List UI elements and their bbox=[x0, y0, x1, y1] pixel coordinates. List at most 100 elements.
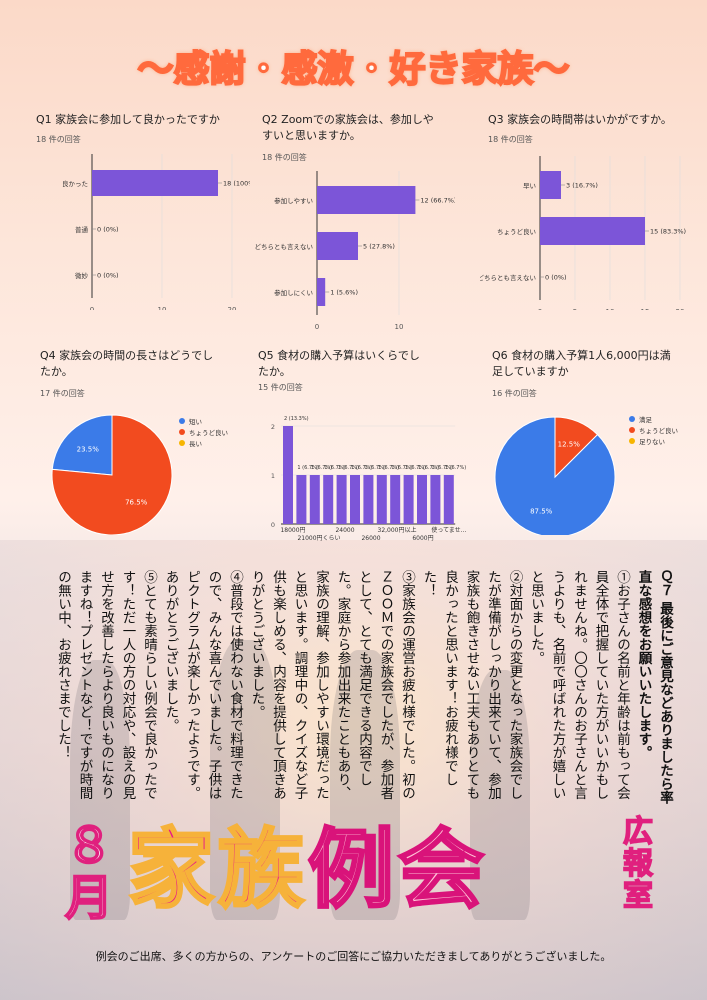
comment-3: ③家族会の運営お疲れ様でした。初のＺＯＯＭでの家族会でしたが、参加者として、とて… bbox=[248, 570, 416, 800]
data-label: 1 (6.7%) bbox=[364, 465, 385, 471]
data-label: 3 (16.7%) bbox=[566, 182, 598, 190]
x-tick-label: 20 bbox=[228, 306, 237, 310]
data-label: 0 (0%) bbox=[97, 272, 119, 280]
y-tick-label: 2 bbox=[271, 423, 275, 431]
x-tick-label: 26000 bbox=[361, 535, 380, 542]
x-tick-label: 21000円くらい bbox=[297, 535, 340, 542]
data-label: 0 (0%) bbox=[545, 274, 567, 282]
category-label: 良かった bbox=[62, 179, 88, 188]
bar bbox=[283, 426, 293, 524]
data-label: 1 (6.7%) bbox=[431, 465, 452, 471]
legend-label: ちょうど良い bbox=[189, 428, 228, 437]
data-label: 0 (0%) bbox=[97, 226, 119, 234]
category-label: 参加しにくい bbox=[274, 288, 313, 297]
category-label: 参加しやすい bbox=[274, 196, 313, 205]
bar bbox=[403, 475, 414, 524]
legend-dot bbox=[629, 416, 635, 422]
q2-chart: 0 10 参加しやすい 12 (66.7%) どちらとも言えない 5 (27.8%) 参加し… bbox=[255, 171, 455, 331]
legend-label: 長い bbox=[189, 440, 202, 448]
pie-slice bbox=[51, 414, 173, 535]
category-label: どちらとも言えない bbox=[255, 242, 313, 251]
bar bbox=[350, 475, 360, 524]
month-label: ８月 bbox=[64, 818, 114, 926]
x-tick-label: 15 bbox=[641, 308, 650, 310]
data-label: 1 (6.7%) bbox=[351, 465, 372, 471]
data-label: 1 (6.7%) bbox=[418, 465, 439, 471]
data-label: 1 (6.7%) bbox=[338, 465, 359, 471]
x-tick-label: 使ってませ… bbox=[431, 526, 466, 534]
data-label: 1 (6.7%) bbox=[311, 465, 332, 471]
footer-text: 例会のご出席、多くの方からの、アンケートのご回答にご協力いただきましてありがとう… bbox=[95, 950, 612, 963]
x-tick-label: 10 bbox=[158, 306, 167, 310]
q4-title: Q4 家族会の時間の長さはどうでしたか。 bbox=[40, 349, 214, 378]
bar bbox=[540, 171, 561, 199]
bar bbox=[309, 475, 320, 524]
data-label: 1 (5.6%) bbox=[330, 289, 358, 297]
q3-subtitle: 18 件の回答 bbox=[488, 135, 533, 144]
comment-4: ④普段では使わない食材で料理できたので、みんな喜んでいました。子供はピクトグラム… bbox=[162, 570, 244, 800]
bar bbox=[443, 475, 454, 524]
legend-dot bbox=[179, 429, 185, 435]
category-label: どちらとも言えない bbox=[480, 273, 536, 282]
data-label: 5 (27.8%) bbox=[363, 243, 395, 251]
legend-dot bbox=[179, 418, 185, 424]
legend-dot bbox=[629, 427, 635, 433]
koho-label: 広報室 bbox=[616, 814, 653, 912]
legend-label: 満足 bbox=[639, 416, 653, 424]
x-tick-label: 18000円 bbox=[280, 527, 305, 534]
q6-subtitle: 16 件の回答 bbox=[492, 389, 537, 398]
x-tick-label: 0 bbox=[315, 323, 319, 331]
bar bbox=[390, 475, 401, 524]
x-tick-label: 32,000円以上 bbox=[378, 526, 417, 534]
x-tick-label: 0 bbox=[538, 308, 542, 310]
x-tick-label: 24000 bbox=[335, 527, 354, 534]
category-label: 普通 bbox=[75, 225, 89, 234]
bar bbox=[323, 475, 334, 524]
x-tick-label: 10 bbox=[606, 308, 615, 310]
slice-label: 76.5% bbox=[125, 499, 148, 507]
bar bbox=[430, 475, 441, 524]
legend-dot bbox=[629, 438, 635, 444]
x-tick-label: 6000円 bbox=[412, 535, 433, 542]
data-label: 15 (83.3%) bbox=[650, 228, 686, 236]
bar bbox=[317, 232, 358, 260]
bar bbox=[363, 475, 374, 524]
q3-chart: 0 5 10 15 20 早い 3 (16.7%) ちょうど良い 15 (83.3%) どちらとも… bbox=[480, 156, 686, 310]
q6-title: Q6 食材の購入予算1人6,000円は満足していますか bbox=[492, 349, 671, 378]
comments-block: Ｑ７ 最後にご意見などありましたら率直な感想をお願いいたします。 ①お子さんの名… bbox=[52, 570, 676, 805]
y-tick-label: 1 bbox=[271, 472, 275, 480]
data-label: 1 (6.7%) bbox=[391, 465, 412, 471]
big-title: 家族例会 bbox=[127, 815, 488, 925]
x-tick-label: 20 bbox=[676, 308, 685, 310]
pie-slice bbox=[554, 416, 599, 479]
category-label: ちょうど良い bbox=[497, 227, 536, 236]
bar bbox=[317, 186, 416, 214]
x-tick-label: 5 bbox=[573, 308, 577, 310]
q1-title: Q1 家族会に参加して良かったですか bbox=[36, 113, 220, 126]
legend-label: ちょうど良い bbox=[639, 426, 678, 435]
q5-subtitle: 15 件の回答 bbox=[258, 383, 303, 392]
x-tick-label: 10 bbox=[395, 323, 404, 331]
slice-label: 23.5% bbox=[77, 445, 100, 453]
q4-subtitle: 17 件の回答 bbox=[40, 389, 85, 398]
q5-title: Q5 食材の購入予算はいくらでしたか。 bbox=[258, 349, 420, 378]
data-label: 18 (100%) bbox=[223, 180, 250, 188]
legend-dot bbox=[179, 440, 185, 446]
data-label: 1 (6.7%) bbox=[405, 465, 426, 471]
data-label: 2 (13.3%) bbox=[284, 416, 309, 422]
legend-label: 足りない bbox=[639, 438, 665, 446]
pie-slice bbox=[51, 414, 113, 476]
q1-subtitle: 18 件の回答 bbox=[36, 135, 81, 144]
slice-label: 87.5% bbox=[530, 507, 553, 515]
bar bbox=[296, 475, 307, 524]
data-label: 1 (6.7%) bbox=[378, 465, 399, 471]
q3-title: Q3 家族会の時間帯はいかがですか。 bbox=[488, 113, 672, 126]
comment-1: ①お子さんの名前と年齢は前もって会員全体で把握していた方がいいかもしれませんね。… bbox=[528, 570, 630, 800]
comment-2: ②対面からの変更となった家族会でしたが準備がしっかり出来ていて、参加家族も飽きさ… bbox=[420, 570, 523, 800]
big-title-meeting: 例会 bbox=[307, 819, 488, 922]
big-title-family: 家族 bbox=[127, 819, 308, 922]
legend-label: 短い bbox=[189, 417, 202, 426]
data-label: 12 (66.7%) bbox=[420, 197, 455, 205]
